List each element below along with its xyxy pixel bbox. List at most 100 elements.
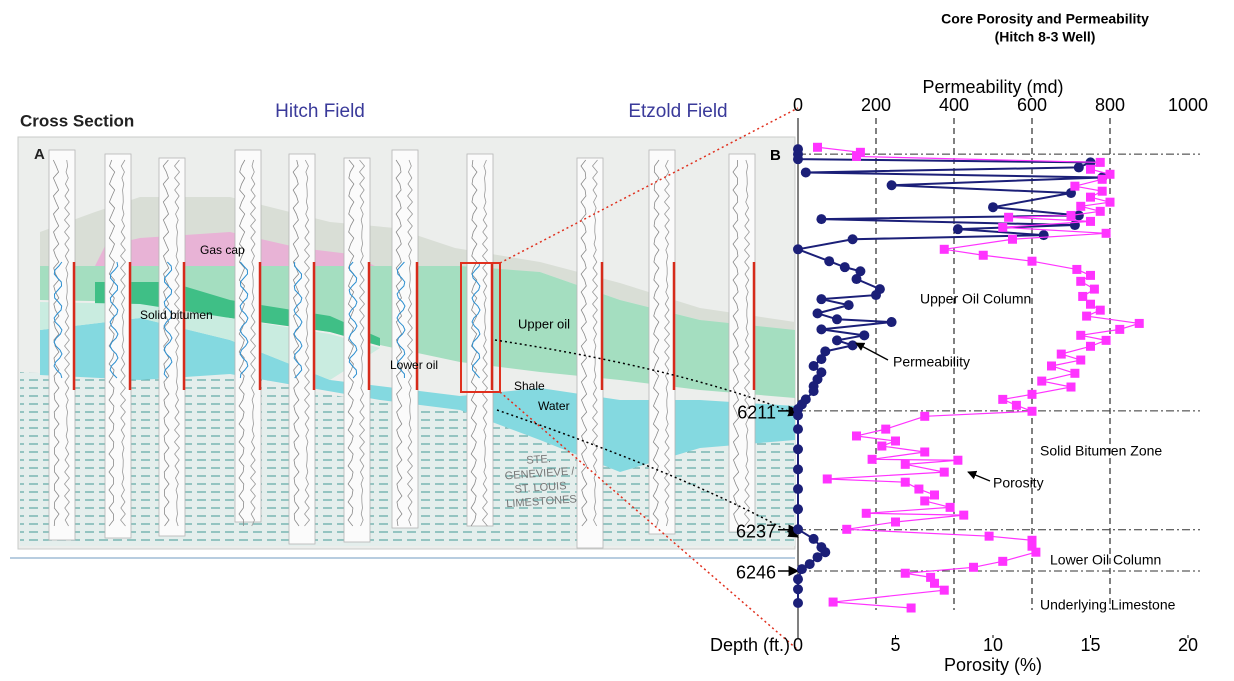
point [907, 604, 916, 613]
point [914, 485, 923, 494]
y-axis-label: Depth (ft.) [710, 635, 790, 655]
x2-tick-label: 400 [939, 95, 969, 115]
point [901, 460, 910, 469]
point [842, 525, 851, 534]
well [729, 154, 755, 532]
point [824, 256, 834, 266]
point [920, 496, 929, 505]
well [49, 150, 75, 540]
point [1098, 175, 1107, 184]
point [844, 300, 854, 310]
zone-label: Water [538, 399, 570, 413]
well [159, 158, 185, 536]
chart-title: Core Porosity and Permeability [941, 11, 1149, 27]
y-tick-label: 6211 [737, 403, 776, 423]
point [1135, 319, 1144, 328]
point [1070, 220, 1080, 230]
x2-tick-label: 600 [1017, 95, 1047, 115]
point [1086, 165, 1095, 174]
point [1078, 292, 1087, 301]
point [1098, 187, 1107, 196]
point [848, 234, 858, 244]
point [940, 245, 949, 254]
cross-section: Cross Section A Hitch Field Etzold Field… [10, 101, 798, 650]
point [1070, 369, 1079, 378]
point [809, 534, 819, 544]
annotation: Upper Oil Column [920, 291, 1031, 307]
point [801, 167, 811, 177]
point [1096, 158, 1105, 167]
point [840, 262, 850, 272]
annotation: Lower Oil Column [1050, 552, 1161, 568]
x2-tick-label: 0 [793, 95, 803, 115]
point [1086, 271, 1095, 280]
x-axis-label: Porosity (%) [944, 655, 1042, 675]
point [816, 354, 826, 364]
point [920, 447, 929, 456]
annotation: Underlying Limestone [1040, 597, 1176, 613]
point [852, 152, 861, 161]
zone-label: Upper oil [518, 316, 570, 331]
point [1004, 213, 1013, 222]
point [887, 180, 897, 190]
point [1031, 548, 1040, 557]
y-tick-label: 6237 [736, 522, 776, 542]
field-label: Etzold Field [628, 101, 727, 122]
panel-label: B [770, 147, 781, 164]
point [901, 569, 910, 578]
point [813, 143, 822, 152]
point [969, 563, 978, 572]
point [940, 468, 949, 477]
point [1012, 401, 1021, 410]
point [1115, 325, 1124, 334]
point [848, 340, 858, 350]
point [793, 574, 803, 584]
field-label: Hitch Field [275, 101, 365, 122]
point [1086, 300, 1095, 309]
annotation: Solid Bitumen Zone [1040, 443, 1162, 459]
point [959, 511, 968, 520]
point [793, 484, 803, 494]
figure: Cross Section A Hitch Field Etzold Field… [0, 0, 1234, 681]
point [793, 504, 803, 514]
point [998, 395, 1007, 404]
well [235, 150, 261, 522]
point [940, 586, 949, 595]
point [998, 223, 1007, 232]
point [998, 557, 1007, 566]
zone-label: Shale [514, 379, 545, 393]
point [1096, 306, 1105, 315]
point [1096, 207, 1105, 216]
annotation-arrow [856, 343, 888, 360]
point [813, 552, 823, 562]
point [1070, 182, 1079, 191]
point [829, 598, 838, 607]
point [901, 478, 910, 487]
point [930, 579, 939, 588]
point [793, 154, 803, 164]
point [1067, 211, 1076, 220]
point [953, 224, 963, 234]
point [920, 412, 929, 421]
point [1076, 331, 1085, 340]
point [793, 444, 803, 454]
point [793, 598, 803, 608]
point [1090, 285, 1099, 294]
point [881, 425, 890, 434]
point [793, 584, 803, 594]
point [1074, 162, 1084, 172]
point [1086, 217, 1095, 226]
point [891, 517, 900, 526]
point [816, 214, 826, 224]
annotation-arrow [968, 472, 990, 481]
point [816, 324, 826, 334]
zone-label: Solid bitumen [140, 308, 213, 322]
point [1037, 377, 1046, 386]
x2-tick-label: 200 [861, 95, 891, 115]
point [1082, 312, 1091, 321]
point [1028, 257, 1037, 266]
point [1067, 383, 1076, 392]
point [852, 431, 861, 440]
point [1047, 361, 1056, 370]
point [816, 294, 826, 304]
